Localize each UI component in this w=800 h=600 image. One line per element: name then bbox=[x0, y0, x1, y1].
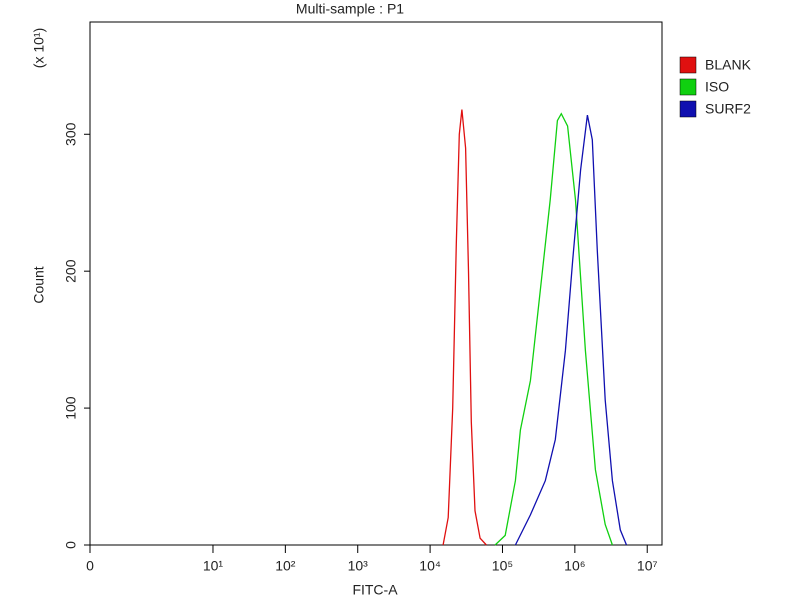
legend-swatch bbox=[679, 56, 697, 74]
series-line bbox=[494, 112, 614, 546]
x-tick-label: 10⁴ bbox=[419, 558, 441, 574]
y-axis-label: Count bbox=[31, 266, 47, 303]
legend-label: ISO bbox=[705, 79, 729, 95]
y-tick-label: 300 bbox=[63, 122, 79, 146]
y-tick-label: 0 bbox=[63, 541, 79, 549]
y-multiplier: (x 10¹) bbox=[31, 28, 47, 68]
legend-label: SURF2 bbox=[705, 101, 751, 117]
x-tick-label: 10² bbox=[275, 558, 296, 574]
y-tick-label: 100 bbox=[63, 396, 79, 420]
x-tick-label: 0 bbox=[86, 558, 94, 574]
y-tick-label: 200 bbox=[63, 259, 79, 283]
x-tick-label: 10⁶ bbox=[564, 558, 585, 574]
x-axis-label: FITC-A bbox=[352, 582, 398, 598]
series-line bbox=[514, 114, 628, 546]
x-tick-label: 10³ bbox=[348, 558, 369, 574]
legend-swatch bbox=[679, 100, 697, 118]
x-tick-label: 10¹ bbox=[203, 558, 224, 574]
x-tick-label: 10⁵ bbox=[492, 558, 513, 574]
plot-frame bbox=[89, 21, 663, 546]
series-line bbox=[442, 109, 487, 546]
chart-title: Multi-sample : P1 bbox=[296, 1, 404, 17]
x-tick-label: 10⁷ bbox=[637, 558, 658, 574]
legend-label: BLANK bbox=[705, 57, 752, 73]
legend-swatch bbox=[679, 78, 697, 96]
